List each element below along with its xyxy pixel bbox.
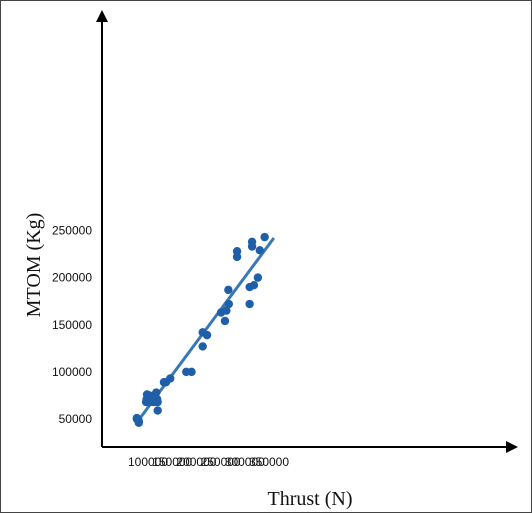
data-point <box>255 246 265 255</box>
y-tick-label: 200000 <box>52 271 92 285</box>
x-tick-label: 350000 <box>249 455 289 469</box>
data-point <box>198 342 207 351</box>
y-axis-label: MTOM (Kg) <box>23 213 45 318</box>
y-tick-label: 150000 <box>52 318 92 332</box>
data-point <box>253 273 263 282</box>
x-tick-label: 150000 <box>152 455 192 469</box>
data-point <box>166 374 175 383</box>
data-point <box>247 242 257 251</box>
data-point <box>202 330 212 340</box>
data-point <box>187 367 196 377</box>
x-tick-label: 200000 <box>176 455 216 469</box>
axes <box>96 10 518 453</box>
y-tick-label: 250000 <box>52 224 92 238</box>
x-tick-label: 300000 <box>225 455 265 469</box>
data-point <box>245 299 254 309</box>
tick-labels: 1000001500002000002500003000003500005000… <box>52 224 289 470</box>
data-point <box>220 316 230 326</box>
y-tick-label: 100000 <box>52 365 92 379</box>
x-tick-label: 100000 <box>128 455 168 469</box>
data-points <box>132 232 269 427</box>
data-point <box>153 397 162 407</box>
data-point <box>152 388 161 397</box>
y-axis-arrow <box>96 10 108 22</box>
data-point <box>249 280 259 290</box>
x-axis-arrow <box>506 441 518 453</box>
data-point <box>153 406 162 415</box>
data-point <box>224 285 233 295</box>
data-point <box>222 306 231 315</box>
data-point <box>224 299 234 309</box>
data-point <box>232 252 242 262</box>
x-tick-label: 250000 <box>201 455 241 469</box>
data-point <box>260 232 269 242</box>
y-tick-label: 50000 <box>59 412 93 426</box>
x-axis-label: Thrust (N) <box>268 488 353 510</box>
data-point <box>134 418 144 427</box>
